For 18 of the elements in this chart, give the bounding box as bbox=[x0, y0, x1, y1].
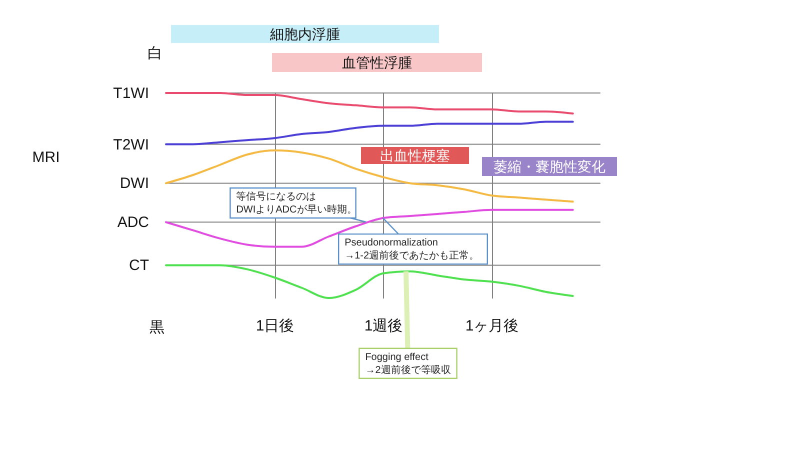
series-label: ADC bbox=[117, 214, 150, 232]
x-tick-label: 1日後 bbox=[256, 318, 294, 334]
annotation: 萎縮・嚢胞性変化 bbox=[494, 158, 606, 174]
annotation: 等信号になるのは DWIよりADCが早い時期。 bbox=[236, 190, 357, 216]
series-label: T2WI bbox=[113, 136, 149, 154]
annotation: Fogging effect →2週前後で等吸収 bbox=[365, 352, 451, 376]
text: 血管性浮腫 bbox=[342, 54, 412, 70]
text: 細胞内浮腫 bbox=[269, 26, 340, 42]
annotation: Pseudonormalization →1-2週前後であたかも正常。 bbox=[344, 238, 480, 262]
x-tick-label: 1週後 bbox=[364, 318, 403, 334]
text: MRI bbox=[32, 149, 60, 166]
series-label: CT bbox=[129, 257, 149, 274]
text: 黒 bbox=[150, 319, 164, 336]
text: 白 bbox=[148, 45, 162, 62]
x-tick-label: 1ヶ月後 bbox=[465, 318, 519, 334]
annotation: 出血性梗塞 bbox=[380, 148, 450, 164]
series-label: DWI bbox=[120, 175, 149, 192]
series-label: T1WI bbox=[113, 85, 149, 102]
